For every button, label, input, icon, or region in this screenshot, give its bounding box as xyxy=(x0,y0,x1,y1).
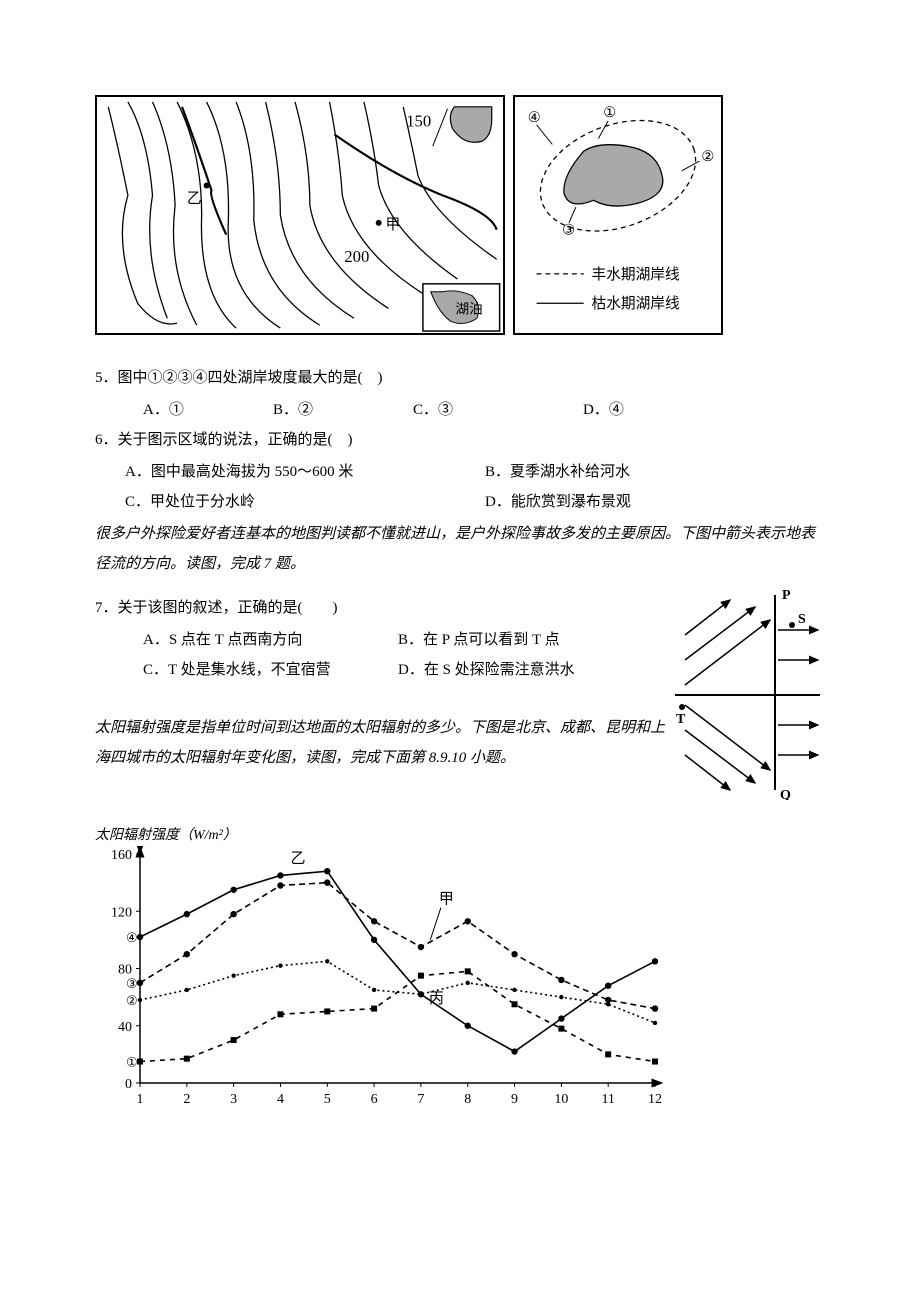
svg-text:10: 10 xyxy=(554,1092,568,1107)
solar-radiation-chart: 04080120160123456789101112（月）④③②①乙甲丙 xyxy=(95,846,665,1111)
svg-text:160: 160 xyxy=(111,848,132,863)
svg-text:丙: 丙 xyxy=(429,991,444,1007)
svg-text:枯水期湖岸线: 枯水期湖岸线 xyxy=(592,295,681,312)
svg-text:40: 40 xyxy=(118,1020,132,1035)
svg-text:P: P xyxy=(782,588,791,603)
q5-opt-d: D．④ xyxy=(583,395,624,425)
svg-text:乙: 乙 xyxy=(290,851,305,867)
svg-text:②: ② xyxy=(126,993,138,1008)
svg-text:T: T xyxy=(676,712,686,727)
q6-opt-a: A．图中最高处海拔为 550～600 米 xyxy=(125,457,485,487)
q6-opt-d: D．能欣赏到瀑布景观 xyxy=(485,487,745,517)
q6-opt-b: B．夏季湖水补给河水 xyxy=(485,457,745,487)
svg-text:9: 9 xyxy=(511,1092,518,1107)
svg-text:3: 3 xyxy=(230,1092,237,1107)
q5-opt-b: B．② xyxy=(273,395,413,425)
svg-text:①: ① xyxy=(603,105,616,121)
q7-opt-c: C．T 处是集水线，不宜宿营 xyxy=(143,655,398,685)
svg-text:120: 120 xyxy=(111,905,132,920)
svg-text:湖泊: 湖泊 xyxy=(455,301,483,316)
svg-text:③: ③ xyxy=(126,976,138,991)
svg-text:④: ④ xyxy=(126,930,138,945)
svg-text:5: 5 xyxy=(324,1092,331,1107)
q5-opt-c: C．③ xyxy=(413,395,583,425)
svg-text:200: 200 xyxy=(344,247,369,266)
lake-shoreline-map: ① ② ③ ④ 丰水期湖岸线 枯水期湖岸线 xyxy=(513,95,723,335)
svg-text:Q: Q xyxy=(780,788,791,800)
q7-opt-a: A．S 点在 T 点西南方向 xyxy=(143,625,398,655)
q7-opt-d: D．在 S 处探险需注意洪水 xyxy=(398,655,653,685)
q6-opt-c: C．甲处位于分水岭 xyxy=(125,487,485,517)
question-5: 5．图中①②③④四处湖岸坡度最大的是( ) xyxy=(95,363,825,393)
chart-y-title: 太阳辐射强度（W/m²） xyxy=(95,824,825,844)
topographic-map-panel: 乙 甲 150 200 湖泊 ① ② ③ ④ 丰水期湖岸线 枯水期湖岸线 xyxy=(95,95,825,335)
runoff-arrow-diagram: P Q S T xyxy=(670,585,825,800)
q6-options: A．图中最高处海拔为 550～600 米 B．夏季湖水补给河水 C．甲处位于分水… xyxy=(95,457,825,517)
question-7: 7．关于该图的叙述，正确的是( ) xyxy=(95,593,670,623)
svg-text:6: 6 xyxy=(371,1092,378,1107)
contour-map: 乙 甲 150 200 湖泊 xyxy=(95,95,505,335)
svg-text:甲: 甲 xyxy=(439,892,454,908)
q7-options: A．S 点在 T 点西南方向 B．在 P 点可以看到 T 点 C．T 处是集水线… xyxy=(95,625,670,685)
svg-text:7: 7 xyxy=(417,1092,424,1107)
svg-text:S: S xyxy=(798,612,806,627)
svg-text:③: ③ xyxy=(562,223,575,239)
svg-text:丰水期湖岸线: 丰水期湖岸线 xyxy=(592,266,681,283)
svg-text:①: ① xyxy=(126,1055,138,1070)
svg-text:4: 4 xyxy=(277,1092,284,1107)
svg-text:0: 0 xyxy=(125,1077,132,1092)
intro-q7: 很多户外探险爱好者连基本的地图判读都不懂就进山，是户外探险事故多发的主要原因。下… xyxy=(95,519,825,579)
svg-text:（月）: （月） xyxy=(657,1091,665,1107)
svg-text:150: 150 xyxy=(406,112,431,131)
q5-options: A．① B．② C．③ D．④ xyxy=(95,395,825,425)
svg-text:②: ② xyxy=(701,149,714,165)
svg-text:甲: 甲 xyxy=(386,217,401,233)
svg-text:乙: 乙 xyxy=(187,191,202,207)
intro-q8: 太阳辐射强度是指单位时间到达地面的太阳辐射的多少。下图是北京、成都、昆明和上海四… xyxy=(95,713,670,773)
svg-text:11: 11 xyxy=(601,1092,614,1107)
question-6: 6．关于图示区域的说法，正确的是( ) xyxy=(95,425,825,455)
q5-opt-a: A．① xyxy=(143,395,273,425)
q7-opt-b: B．在 P 点可以看到 T 点 xyxy=(398,625,653,655)
svg-text:④: ④ xyxy=(528,110,541,126)
svg-text:8: 8 xyxy=(464,1092,471,1107)
svg-text:1: 1 xyxy=(137,1092,144,1107)
svg-text:2: 2 xyxy=(183,1092,190,1107)
